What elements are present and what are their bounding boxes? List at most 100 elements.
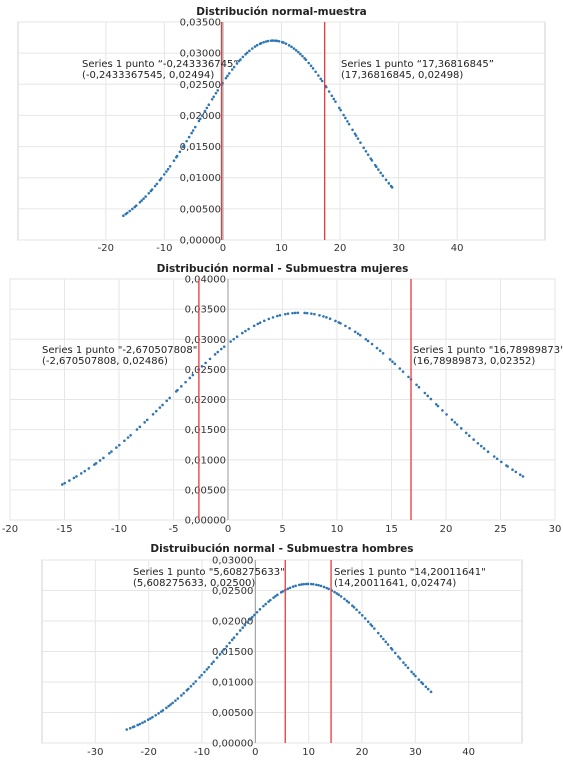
data-point	[375, 165, 378, 169]
data-point	[215, 656, 219, 659]
data-point	[376, 631, 380, 635]
data-point	[500, 460, 503, 464]
data-point	[309, 582, 313, 586]
x-tick-label: 5	[279, 524, 285, 535]
data-point	[230, 68, 234, 71]
data-point	[241, 626, 244, 629]
data-point	[203, 109, 207, 113]
data-point	[75, 475, 78, 478]
data-point	[110, 450, 113, 453]
x-tick-label: 25	[494, 524, 507, 535]
annotation-coords: (14,20011641, 0,02474)	[334, 578, 456, 589]
data-point	[165, 399, 169, 403]
data-point	[377, 168, 380, 171]
data-point	[252, 324, 256, 328]
data-point	[175, 154, 179, 158]
data-point	[351, 128, 354, 132]
data-point	[283, 312, 287, 316]
data-point	[424, 685, 428, 689]
data-point	[293, 311, 297, 315]
data-point	[141, 721, 144, 725]
data-point	[248, 49, 251, 53]
data-point	[192, 682, 195, 686]
data-point	[450, 418, 454, 421]
data-point	[241, 331, 244, 335]
data-point	[63, 481, 67, 485]
data-point	[235, 632, 239, 636]
annotation-label: Series 1 punto "5,608275633"	[133, 567, 285, 578]
data-point	[266, 39, 270, 43]
x-tick-label: 15	[385, 524, 398, 535]
data-point	[441, 409, 444, 412]
data-point	[370, 342, 374, 346]
data-point	[382, 637, 385, 641]
data-point	[404, 663, 407, 667]
y-tick-label: 0,01000	[185, 455, 226, 466]
data-point	[198, 676, 201, 679]
data-point	[210, 662, 214, 666]
data-point	[228, 641, 231, 645]
data-point	[290, 45, 293, 49]
data-point	[166, 167, 170, 171]
data-point	[284, 42, 288, 45]
y-tick-label: 0,03000	[185, 335, 226, 346]
x-tick-label: 0	[220, 243, 226, 254]
x-tick-label: -10	[156, 243, 172, 254]
data-point	[362, 146, 365, 150]
data-point	[208, 357, 212, 361]
data-point	[136, 723, 139, 727]
data-point	[224, 76, 228, 80]
data-point	[255, 43, 259, 47]
data-point	[278, 314, 282, 317]
data-point	[248, 618, 252, 621]
data-point	[158, 178, 162, 182]
data-point	[143, 421, 146, 424]
data-point	[210, 97, 214, 101]
data-point	[235, 62, 239, 65]
data-point	[294, 584, 297, 588]
data-point	[356, 332, 360, 335]
data-point	[391, 360, 394, 363]
x-tick-label: 30	[409, 747, 422, 758]
x-tick-label: 10	[302, 747, 315, 758]
data-point	[415, 383, 418, 387]
chart-title: Distribución normal-muestra	[196, 6, 366, 18]
data-point	[250, 47, 254, 50]
data-point	[218, 652, 222, 656]
data-point	[492, 455, 496, 458]
data-point	[273, 39, 277, 42]
chart-title: Distribución normal - Submuestra mujeres	[157, 263, 409, 275]
data-point	[122, 214, 125, 217]
data-point	[390, 648, 394, 651]
data-point	[140, 199, 143, 202]
data-point	[282, 41, 285, 44]
data-point	[135, 428, 139, 431]
x-tick-label: 20	[356, 747, 369, 758]
data-point	[486, 450, 490, 453]
data-point	[366, 620, 370, 623]
y-tick-label: 0,02500	[180, 80, 221, 91]
data-point	[167, 704, 170, 708]
data-point	[232, 65, 236, 69]
data-point	[138, 200, 142, 204]
x-tick-label: -20	[2, 524, 18, 535]
data-point	[87, 467, 91, 470]
data-point	[155, 182, 159, 186]
data-point	[397, 655, 400, 658]
data-point	[286, 587, 290, 591]
data-point	[232, 636, 236, 639]
data-point	[381, 174, 385, 178]
data-point	[379, 171, 383, 175]
data-point	[142, 197, 145, 200]
data-point	[186, 687, 190, 691]
data-point	[147, 191, 151, 195]
data-point	[134, 204, 138, 207]
data-point	[251, 615, 254, 619]
x-tick-label: -10	[194, 747, 210, 758]
data-point	[393, 362, 397, 366]
data-point	[264, 40, 268, 43]
data-point	[153, 184, 157, 188]
annotation-coords: (-0,2433367545, 0,02494)	[82, 70, 214, 81]
data-point	[429, 397, 433, 401]
